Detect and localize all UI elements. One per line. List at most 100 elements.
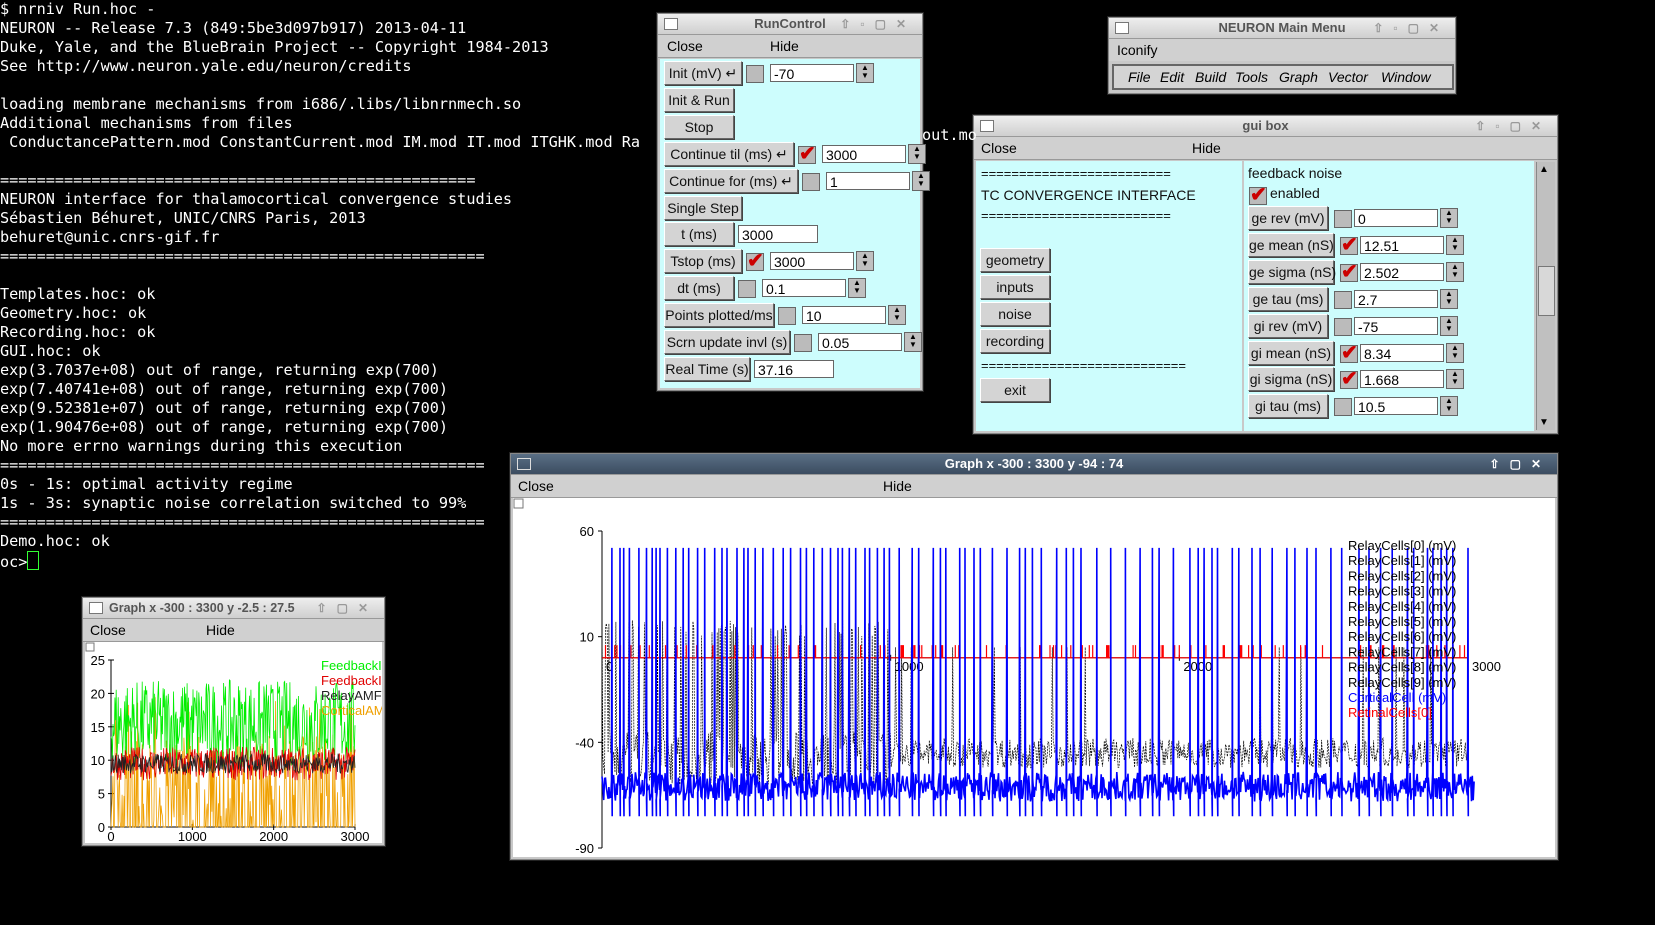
spinner-arrows[interactable]: ▲ ▼ bbox=[856, 251, 874, 272]
spinner-arrows[interactable]: ▲ ▼ bbox=[1446, 234, 1464, 255]
iconify-button[interactable]: Iconify bbox=[1117, 42, 1158, 58]
param-value-field-1[interactable]: 12.51 bbox=[1360, 235, 1444, 254]
param-button-6[interactable]: gi sigma (nS) bbox=[1248, 367, 1334, 392]
main-menu-titlebar[interactable]: NEURON Main Menu ⇧▫▢✕ bbox=[1109, 18, 1455, 39]
spinner-arrows[interactable]: ▲ ▼ bbox=[1446, 342, 1464, 363]
window-buttons[interactable]: ⇧▫▢✕ bbox=[1475, 119, 1551, 133]
rc-checkbox-9[interactable] bbox=[778, 307, 796, 326]
rc-checkbox-8[interactable] bbox=[738, 280, 756, 299]
param-button-3[interactable]: ge tau (ms) bbox=[1248, 286, 1328, 311]
spinner-arrows[interactable]: ▲ ▼ bbox=[888, 305, 906, 326]
close-button[interactable]: Close bbox=[90, 622, 126, 638]
rc-button-0[interactable]: Init (mV) ↵ bbox=[664, 61, 742, 85]
window-buttons[interactable]: ⇧▢✕ bbox=[316, 601, 378, 615]
rc-value-field-10[interactable]: 0.05 bbox=[818, 333, 902, 351]
spinner-arrows[interactable]: ▲ ▼ bbox=[1440, 396, 1458, 417]
window-buttons[interactable]: ⇧▢✕ bbox=[1489, 457, 1551, 471]
run-control-titlebar[interactable]: RunControl ⇧▫▢✕ bbox=[658, 14, 922, 35]
menu-edit[interactable]: Edit bbox=[1160, 69, 1185, 85]
spinner-arrows[interactable]: ▲ ▼ bbox=[1440, 288, 1458, 309]
param-checkbox-7[interactable] bbox=[1334, 398, 1352, 417]
close-button[interactable]: Close bbox=[981, 140, 1017, 156]
window-menu-icon[interactable] bbox=[980, 120, 994, 132]
spinner-arrows[interactable]: ▲ ▼ bbox=[1446, 261, 1464, 282]
rc-button-4[interactable]: Continue for (ms) ↵ bbox=[664, 168, 798, 193]
param-checkbox-3[interactable] bbox=[1334, 290, 1352, 309]
gui-box-titlebar[interactable]: gui box ⇧▫▢✕ bbox=[974, 116, 1557, 137]
rc-button-10[interactable]: Scrn update invl (s) bbox=[664, 330, 790, 354]
param-value-field-3[interactable]: 2.7 bbox=[1354, 289, 1438, 308]
large-graph-plot[interactable]: 60 10 -40 -90 0 1000 2000 3000 RelayCells[0] (mV… bbox=[513, 498, 1555, 857]
spinner-arrows[interactable]: ▲ ▼ bbox=[848, 278, 866, 299]
terminal-prompt-line[interactable]: oc> bbox=[0, 551, 520, 572]
menu-file[interactable]: File bbox=[1128, 69, 1151, 85]
param-value-field-4[interactable]: -75 bbox=[1354, 316, 1438, 335]
rc-button-8[interactable]: dt (ms) bbox=[664, 276, 734, 301]
window-menu-icon[interactable] bbox=[89, 602, 103, 614]
hide-button[interactable]: Hide bbox=[1192, 140, 1221, 156]
rc-value-field-9[interactable]: 10 bbox=[802, 306, 886, 325]
hide-button[interactable]: Hide bbox=[206, 622, 235, 638]
enabled-checkbox[interactable] bbox=[1249, 182, 1267, 207]
param-button-0[interactable]: ge rev (mV) bbox=[1248, 206, 1328, 230]
rc-button-11[interactable]: Real Time (s) bbox=[664, 356, 750, 381]
exit-button[interactable]: exit bbox=[980, 378, 1050, 402]
close-button[interactable]: Close bbox=[518, 478, 554, 494]
menu-graph[interactable]: Graph bbox=[1279, 69, 1318, 85]
param-value-field-6[interactable]: 1.668 bbox=[1360, 370, 1444, 389]
large-graph-titlebar[interactable]: Graph x -300 : 3300 y -94 : 74 ⇧▢✕ bbox=[511, 454, 1557, 475]
scroll-thumb[interactable] bbox=[1538, 266, 1555, 316]
param-value-field-7[interactable]: 10.5 bbox=[1354, 397, 1438, 416]
spinner-arrows[interactable]: ▲ ▼ bbox=[1440, 208, 1458, 228]
window-buttons[interactable]: ⇧▫▢✕ bbox=[1373, 21, 1449, 35]
hide-button[interactable]: Hide bbox=[770, 38, 799, 54]
hide-button[interactable]: Hide bbox=[883, 478, 912, 494]
rc-checkbox-4[interactable] bbox=[802, 172, 820, 191]
spinner-arrows[interactable]: ▲ ▼ bbox=[856, 63, 874, 83]
menu-vector[interactable]: Vector bbox=[1328, 69, 1368, 85]
rc-button-7[interactable]: Tstop (ms) bbox=[664, 249, 742, 274]
small-graph-plot[interactable]: 25 20 15 10 5 0 0 1000 2000 3000 FeedbackI Feedback… bbox=[85, 642, 382, 843]
window-menu-icon[interactable] bbox=[517, 458, 531, 470]
window-menu-icon[interactable] bbox=[664, 18, 678, 30]
param-checkbox-5[interactable] bbox=[1340, 340, 1358, 365]
param-button-1[interactable]: ge mean (nS) bbox=[1248, 232, 1334, 257]
param-checkbox-6[interactable] bbox=[1340, 366, 1358, 391]
rc-checkbox-3[interactable] bbox=[798, 141, 816, 166]
rc-value-field-6[interactable]: 3000 bbox=[738, 225, 818, 244]
rc-button-3[interactable]: Continue til (ms) ↵ bbox=[664, 141, 794, 166]
param-checkbox-1[interactable] bbox=[1340, 232, 1358, 257]
rc-button-5[interactable]: Single Step bbox=[664, 195, 742, 220]
small-graph-titlebar[interactable]: Graph x -300 : 3300 y -2.5 : 27.5 ⇧▢✕ bbox=[83, 598, 384, 619]
spinner-arrows[interactable]: ▲ ▼ bbox=[1446, 369, 1464, 390]
window-menu-icon[interactable] bbox=[1115, 22, 1129, 34]
inputs-button[interactable]: inputs bbox=[980, 275, 1050, 299]
rc-button-9[interactable]: Points plotted/ms bbox=[664, 303, 774, 328]
rc-value-field-3[interactable]: 3000 bbox=[822, 144, 906, 163]
param-button-4[interactable]: gi rev (mV) bbox=[1248, 313, 1328, 338]
param-value-field-0[interactable]: 0 bbox=[1354, 209, 1438, 227]
spinner-arrows[interactable]: ▲ ▼ bbox=[1440, 315, 1458, 336]
rc-value-field-7[interactable]: 3000 bbox=[770, 252, 854, 271]
rc-value-field-4[interactable]: 1 bbox=[826, 171, 910, 190]
spinner-arrows[interactable]: ▲ ▼ bbox=[908, 143, 926, 164]
rc-value-field-11[interactable]: 37.16 bbox=[754, 359, 834, 378]
param-value-field-5[interactable]: 8.34 bbox=[1360, 343, 1444, 362]
rc-checkbox-10[interactable] bbox=[794, 334, 812, 352]
rc-button-1[interactable]: Init & Run bbox=[664, 87, 734, 112]
rc-checkbox-0[interactable] bbox=[746, 65, 764, 83]
recording-button[interactable]: recording bbox=[980, 329, 1050, 353]
terminal[interactable]: $ nrniv Run.hoc - NEURON -- Release 7.3 … bbox=[0, 0, 640, 925]
window-buttons[interactable]: ⇧▫▢✕ bbox=[840, 17, 916, 31]
scrollbar[interactable]: ▲ ▼ bbox=[1536, 162, 1555, 430]
spinner-arrows[interactable]: ▲ ▼ bbox=[904, 332, 922, 352]
scroll-up-arrow[interactable]: ▲ bbox=[1539, 164, 1549, 175]
menu-build[interactable]: Build bbox=[1195, 69, 1227, 85]
rc-button-2[interactable]: Stop bbox=[664, 114, 734, 139]
param-value-field-2[interactable]: 2.502 bbox=[1360, 262, 1444, 281]
param-checkbox-0[interactable] bbox=[1334, 210, 1352, 228]
param-button-2[interactable]: ge sigma (nS) bbox=[1248, 259, 1336, 284]
rc-value-field-0[interactable]: -70 bbox=[770, 64, 854, 82]
param-button-7[interactable]: gi tau (ms) bbox=[1248, 394, 1328, 419]
rc-checkbox-7[interactable] bbox=[746, 248, 764, 273]
